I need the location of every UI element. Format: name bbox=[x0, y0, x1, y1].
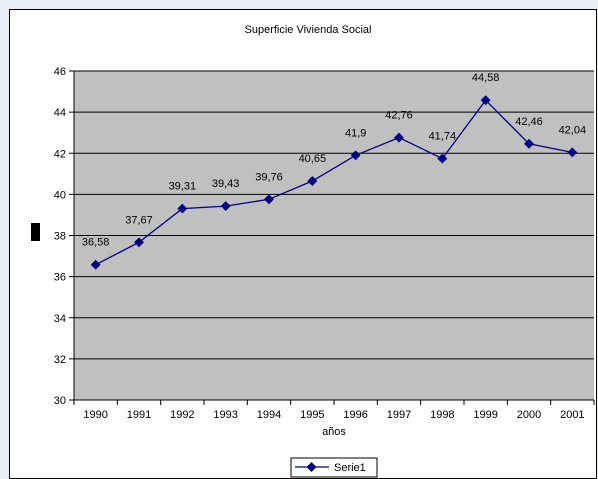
data-label: 39,31 bbox=[169, 181, 197, 193]
x-tick-label: 1995 bbox=[300, 409, 324, 421]
legend-marker bbox=[306, 462, 317, 472]
data-markers bbox=[90, 95, 578, 270]
legend-box bbox=[290, 457, 378, 478]
x-tick-label: 1994 bbox=[257, 409, 281, 421]
x-axis-title: años bbox=[322, 426, 346, 438]
data-label: 42,76 bbox=[385, 110, 413, 122]
y-tick-label: 36 bbox=[54, 272, 66, 284]
data-point bbox=[177, 203, 188, 214]
axis-title-marker bbox=[31, 223, 40, 241]
line-chart: Superficie Vivienda Social 30 32 34 36 38 40 4… bbox=[31, 24, 595, 478]
legend-label-serie1: Serie1 bbox=[334, 462, 366, 474]
data-label: 44,58 bbox=[472, 72, 500, 84]
data-labels: 36,58 37,67 39,31 39,43 39,76 40,65 41,9 42,76 4… bbox=[82, 72, 587, 249]
y-tick-label: 34 bbox=[54, 313, 66, 325]
data-label: 39,43 bbox=[212, 178, 240, 190]
data-label: 39,76 bbox=[255, 171, 283, 183]
chart-frame: Superficie Vivienda Social 30 32 34 36 38 40 4… bbox=[9, 9, 597, 479]
data-point bbox=[264, 194, 274, 205]
y-tick-label: 40 bbox=[54, 189, 66, 201]
data-label: 37,67 bbox=[125, 214, 153, 226]
data-label: 42,46 bbox=[515, 116, 543, 128]
data-label: 41,74 bbox=[429, 131, 457, 143]
data-label: 42,04 bbox=[559, 124, 587, 136]
y-tick-label: 46 bbox=[54, 66, 66, 78]
data-point bbox=[524, 138, 534, 149]
y-tick-label: 38 bbox=[54, 231, 66, 243]
data-point bbox=[350, 150, 361, 161]
x-tick-label: 1990 bbox=[83, 409, 107, 421]
x-tick-label: 1991 bbox=[127, 409, 151, 421]
x-tick-label: 1996 bbox=[343, 409, 367, 421]
x-tick-label: 1997 bbox=[387, 409, 411, 421]
x-tick-label: 1999 bbox=[473, 409, 497, 421]
x-tick-label: 2000 bbox=[517, 409, 541, 421]
x-tick-label: 1992 bbox=[170, 409, 194, 421]
y-tick-label: 30 bbox=[54, 395, 66, 407]
x-tick-label: 2001 bbox=[560, 409, 584, 421]
chart-title: Superficie Vivienda Social bbox=[245, 24, 372, 36]
data-point bbox=[437, 153, 448, 164]
data-point bbox=[394, 132, 404, 143]
data-label: 40,65 bbox=[299, 153, 327, 165]
y-tick-label: 32 bbox=[54, 354, 66, 366]
legend: Serie1 bbox=[290, 457, 378, 478]
x-tick-label: 1998 bbox=[430, 409, 454, 421]
x-axis-ticks: 1990 1991 1992 1993 1994 1995 1996 1997 1998 1999… bbox=[73, 400, 595, 421]
grid-lines bbox=[74, 70, 594, 360]
data-point bbox=[220, 201, 231, 212]
data-label: 36,58 bbox=[82, 237, 110, 249]
x-tick-label: 1993 bbox=[213, 409, 237, 421]
data-point bbox=[90, 259, 101, 270]
data-point bbox=[134, 237, 144, 248]
y-tick-label: 44 bbox=[54, 107, 66, 119]
y-tick-label: 42 bbox=[54, 148, 66, 160]
data-point bbox=[567, 147, 578, 158]
y-axis-ticks: 30 32 34 36 38 40 42 44 46 bbox=[54, 66, 74, 407]
series-line-serie1 bbox=[95, 99, 573, 266]
data-label: 41,9 bbox=[345, 127, 366, 139]
data-point bbox=[307, 176, 318, 186]
